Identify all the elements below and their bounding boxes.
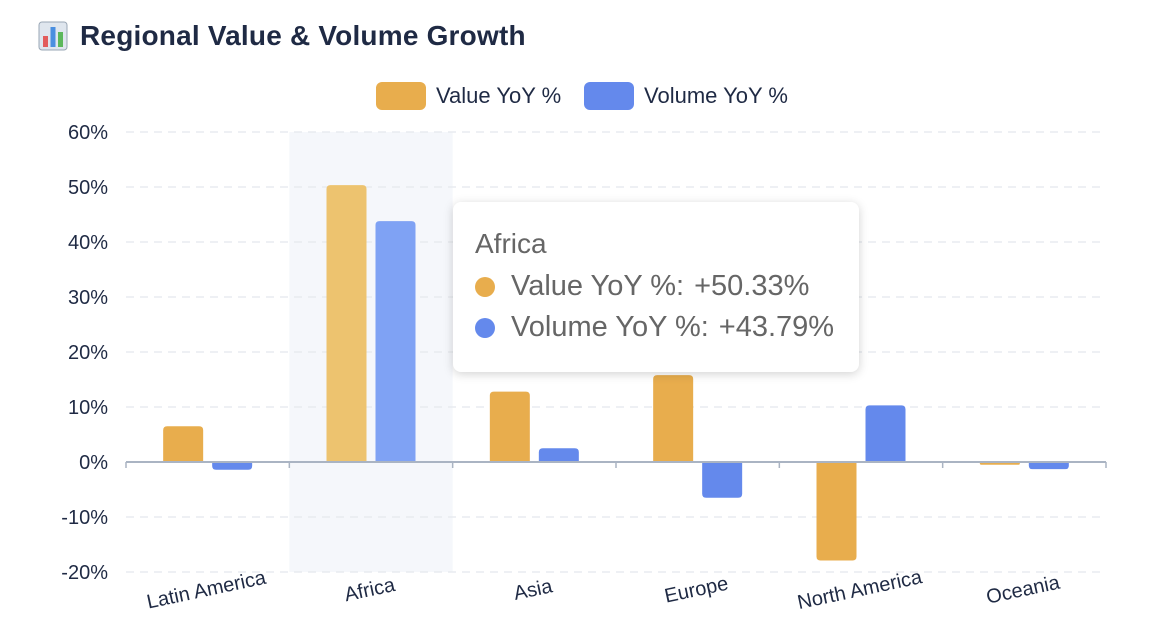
x-category-label: Latin America [145,567,269,614]
y-tick-label: 60% [68,122,108,144]
legend-swatch [376,82,426,110]
x-category-label: Asia [512,575,555,605]
tooltip-value-number: +50.33% [694,270,810,302]
y-tick-label: 20% [68,342,108,364]
bar-value [816,462,857,561]
bar-volume [1028,462,1069,470]
tooltip-title: Africa [475,228,547,259]
legend-label: Value YoY % [436,83,561,108]
bar-value [653,375,694,462]
bar-value [326,185,367,462]
bar-chart-icon [38,21,68,51]
chart-header: Regional Value & Volume Growth [38,20,526,52]
y-tick-label: -20% [61,562,108,584]
tooltip-value-label: Value YoY %: [511,270,685,302]
tooltip-row-volume: Volume YoY %: +43.79% [475,311,837,344]
y-tick-label: 0% [79,452,108,474]
tooltip: Africa Value YoY %: +50.33% Volume YoY %… [453,202,859,372]
x-category-label: Oceania [984,571,1062,608]
bar-value [489,391,530,462]
x-category-label: Europe [663,573,731,608]
legend-swatch [584,82,634,110]
bar-volume [375,221,416,462]
y-tick-label: 40% [68,232,108,254]
y-tick-label: 10% [68,397,108,419]
bar-volume [538,448,579,462]
x-category-label: Africa [342,574,397,606]
volume-series-dot-icon [475,317,495,338]
chart-title: Regional Value & Volume Growth [80,20,526,51]
tooltip-volume-label: Volume YoY %: [511,311,709,343]
bar-volume [702,462,743,498]
y-tick-label: 50% [68,177,108,199]
bar-value [163,426,204,462]
tooltip-volume-number: +43.79% [718,311,835,343]
bar-volume [212,462,253,470]
x-category-label: North America [795,566,924,614]
bar-volume [865,405,906,462]
y-tick-label: -10% [61,507,108,529]
value-series-dot-icon [475,276,495,297]
tooltip-row-value: Value YoY %: +50.33% [475,270,837,303]
y-tick-label: 30% [68,287,108,309]
legend-label: Volume YoY % [644,83,788,108]
